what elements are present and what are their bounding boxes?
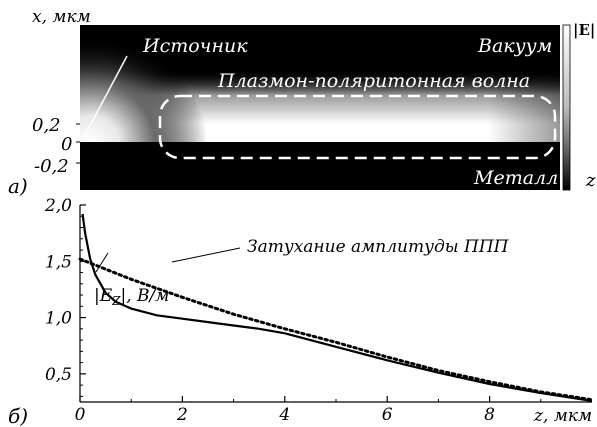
panel-b: 2,0 1,5 1,0 0,5 0 2 4 6 8 |EZ|, В/м Затухание а… xyxy=(8,196,594,427)
y-tick-0: 0 xyxy=(61,134,72,155)
wave-highlight-box xyxy=(158,94,557,160)
y-tick-label: 1,0 xyxy=(45,309,72,329)
y-ticks: 2,0 1,5 1,0 0,5 xyxy=(44,196,86,397)
curve-label-pointer xyxy=(95,252,109,273)
curve-label-main: |E xyxy=(94,286,113,306)
source-glow xyxy=(80,25,210,142)
x-tick-label: 0 xyxy=(75,405,86,425)
vacuum-label: Вакуум xyxy=(477,35,552,57)
curve-label-sub: Z xyxy=(111,294,121,308)
panel-a-label: а) xyxy=(8,174,28,198)
x-tick-label: 4 xyxy=(278,405,290,425)
y-tick-label: 1,5 xyxy=(45,252,72,272)
curve-label-rest: |, В/м xyxy=(120,286,169,306)
y-tick-label: 2,0 xyxy=(44,196,72,216)
x-tick-label: 2 xyxy=(176,405,188,425)
curve-label: |EZ|, В/м xyxy=(94,286,169,308)
plot-area: 2,0 1,5 1,0 0,5 0 2 4 6 8 xyxy=(44,196,594,425)
x-tick-label: 8 xyxy=(484,405,495,425)
source-pointer xyxy=(83,55,128,138)
x-axis-label-a: x, мкм xyxy=(32,7,91,27)
source-label: Источник xyxy=(142,35,248,57)
x-axis-label-b: z, мкм xyxy=(533,406,592,426)
dotted-label: Затухание амплитуды ППП xyxy=(247,237,510,257)
panel-b-label: б) xyxy=(8,404,28,427)
series-solid-line xyxy=(81,213,593,402)
x-tick-label: 6 xyxy=(382,405,393,425)
panel-a: |E| z x, мкм 0,2 0 -0,2 Источник Вакуум … xyxy=(8,7,596,198)
y-tick-0-2: 0,2 xyxy=(32,115,61,136)
colorbar-label: |E| xyxy=(573,21,595,39)
z-axis-label: z xyxy=(585,170,596,191)
metal-label: Металл xyxy=(473,167,558,189)
series-dotted-line xyxy=(78,257,594,402)
dotted-label-pointer xyxy=(171,247,241,263)
colorbar xyxy=(562,24,571,191)
metal-region xyxy=(80,142,560,190)
wave-label: Плазмон-поляритонная волна xyxy=(217,70,530,92)
y-tick-label: 0,5 xyxy=(45,365,72,385)
y-tick-neg-0-2: -0,2 xyxy=(34,156,69,177)
x-ticks: 0 2 4 6 8 xyxy=(75,396,542,425)
